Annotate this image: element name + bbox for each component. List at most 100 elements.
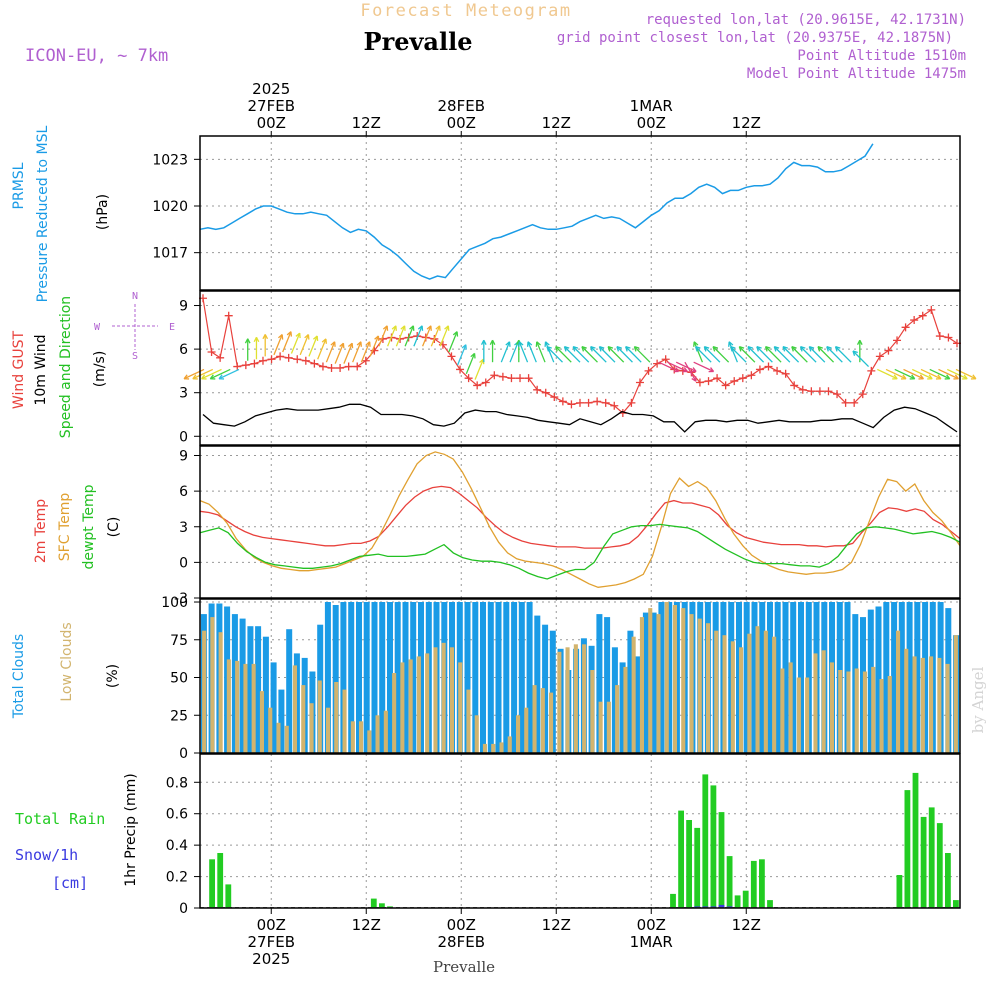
gust-marker (910, 316, 919, 325)
gust-marker (807, 387, 816, 396)
low-cloud-bar (780, 668, 785, 753)
low-cloud-bar (383, 710, 388, 753)
wind-arrow (546, 346, 563, 363)
low-cloud-bar (598, 701, 603, 753)
low-cloud-bar (697, 618, 702, 753)
wind-arrow (728, 341, 738, 363)
wind-arrow (920, 368, 942, 380)
wind-arrow-head (347, 342, 354, 349)
total-cloud-bar (875, 606, 882, 753)
wind-arrow (201, 368, 222, 380)
total-cloud-bar (480, 602, 486, 753)
wind-arrow (894, 368, 916, 380)
wind-arrow-head (708, 367, 715, 373)
gust-marker (301, 356, 310, 365)
cloud-labels: Total Clouds Low Clouds (%) (11, 622, 121, 719)
wind-arrow (695, 346, 712, 363)
wind-arrow-head (944, 374, 951, 380)
precip-panel: 0 0.2 0.4 0.6 0.8 (166, 754, 960, 917)
wind-ytick-label: 9 (179, 299, 188, 315)
total-cloud-bar (356, 602, 362, 753)
low-cloud-bar (540, 688, 545, 753)
gust-marker (858, 390, 867, 399)
compass-rose: W N E S (94, 291, 175, 362)
wind-label-speed-direction: Speed and Direction (58, 296, 74, 438)
wind-arrow (343, 342, 353, 364)
wind-arrow-head (817, 346, 823, 352)
wind-arrow (877, 368, 898, 380)
low-cloud-bar (796, 677, 801, 753)
wind-arrow (693, 361, 714, 373)
low-cloud-bar (772, 636, 777, 753)
wind-arrow-head (461, 344, 467, 350)
temperature-ytick-label: 0 (179, 555, 188, 571)
time-label-bottom: 27FEB (248, 933, 295, 951)
wind-arrow (765, 346, 782, 363)
wind-arrow (369, 335, 379, 357)
rain-bar (217, 853, 224, 908)
wind-arrow-head (400, 325, 406, 331)
wind-arrow-head (738, 346, 745, 352)
wind-arrow-head (747, 346, 754, 352)
wind-arrow (299, 334, 310, 356)
wind-arrow (536, 341, 546, 363)
rain-bar (936, 823, 943, 908)
total-cloud-bar (526, 602, 533, 753)
wind-arrow-head (918, 374, 924, 380)
wind-arrow (826, 346, 843, 363)
wind-arrow-head (808, 346, 815, 352)
wind-arrow-head (426, 325, 432, 331)
low-cloud-bar (689, 614, 694, 753)
low-cloud-bar (879, 679, 884, 753)
precip-label-unit: [cm] (52, 874, 88, 892)
temperature-panel: -3 0 3 6 9 (174, 446, 960, 607)
wind-arrow-head (295, 332, 301, 339)
wind-arrow-head (691, 367, 697, 373)
low-cloud-bar (350, 721, 355, 753)
wind-arrow (835, 346, 852, 363)
pressure-panel: 1017 1020 1023 (152, 136, 960, 290)
low-cloud-bar (392, 673, 397, 753)
wind-arrow-head (444, 325, 450, 331)
low-cloud-bar (251, 663, 256, 753)
low-cloud-bar (367, 730, 372, 753)
gust-marker (258, 356, 267, 365)
wind-arrow (395, 325, 406, 347)
gust-marker (516, 374, 525, 383)
wind-arrow-head (673, 367, 680, 373)
wind-arrow-head (856, 339, 863, 345)
wind-arrow-head (756, 346, 762, 352)
wind-arrow (334, 342, 345, 364)
gust-marker (713, 374, 722, 383)
gust-marker (216, 353, 225, 362)
gust-marker (207, 348, 216, 357)
wind-arrow (448, 331, 458, 353)
low-cloud-bar (235, 660, 240, 753)
temperature-ytick-label: -3 (174, 591, 188, 607)
precip-ytick-label: 0.8 (166, 775, 188, 791)
time-label-bottom: 2025 (252, 950, 290, 968)
wind-arrow-head (970, 374, 977, 380)
wind-arrow (800, 346, 817, 363)
low-cloud-bar (433, 647, 438, 753)
compass-south: S (132, 351, 138, 362)
rain-bar (209, 859, 215, 908)
pressure-axis-label: (hPa) (95, 194, 111, 230)
wind-arrow (791, 346, 808, 363)
total-cloud-bar (332, 605, 339, 753)
wind-arrow-head (526, 341, 533, 347)
time-label-top: 28FEB (438, 97, 485, 115)
gust-marker (361, 356, 370, 365)
low-cloud-bar (813, 653, 818, 753)
rain-bar (670, 893, 676, 908)
gust-marker (773, 366, 782, 375)
wind-arrow (817, 346, 835, 363)
low-cloud-bar (672, 605, 677, 753)
gust-marker (644, 366, 653, 375)
wind-ytick-label: 3 (179, 386, 188, 402)
low-cloud-bar (788, 662, 793, 753)
low-cloud-bar (871, 666, 876, 753)
wind-arrow (625, 346, 642, 363)
low-cloud-bar (606, 701, 611, 753)
rain-bar (742, 890, 749, 908)
